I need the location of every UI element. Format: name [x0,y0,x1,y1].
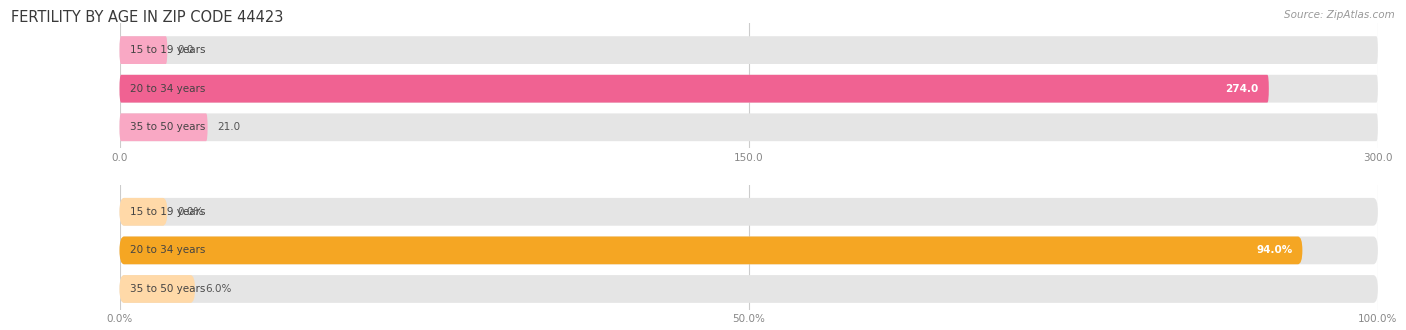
FancyBboxPatch shape [120,114,1378,141]
Text: 0.0: 0.0 [177,45,194,55]
Text: 35 to 50 years: 35 to 50 years [129,284,205,294]
FancyBboxPatch shape [120,198,1378,226]
FancyBboxPatch shape [120,114,208,141]
Text: 20 to 34 years: 20 to 34 years [129,246,205,255]
Text: Source: ZipAtlas.com: Source: ZipAtlas.com [1284,10,1395,20]
Text: FERTILITY BY AGE IN ZIP CODE 44423: FERTILITY BY AGE IN ZIP CODE 44423 [11,10,284,25]
Text: 6.0%: 6.0% [205,284,232,294]
FancyBboxPatch shape [120,237,1378,264]
FancyBboxPatch shape [120,275,195,303]
FancyBboxPatch shape [120,198,167,226]
Text: 35 to 50 years: 35 to 50 years [129,122,205,132]
Text: 15 to 19 years: 15 to 19 years [129,45,205,55]
FancyBboxPatch shape [120,36,1378,64]
Text: 21.0: 21.0 [218,122,240,132]
FancyBboxPatch shape [120,237,1302,264]
FancyBboxPatch shape [120,75,1268,103]
Text: 274.0: 274.0 [1226,84,1258,94]
FancyBboxPatch shape [120,75,1378,103]
Text: 0.0%: 0.0% [177,207,204,217]
Text: 94.0%: 94.0% [1256,246,1292,255]
FancyBboxPatch shape [120,275,1378,303]
Text: 20 to 34 years: 20 to 34 years [129,84,205,94]
Text: 15 to 19 years: 15 to 19 years [129,207,205,217]
FancyBboxPatch shape [120,36,167,64]
